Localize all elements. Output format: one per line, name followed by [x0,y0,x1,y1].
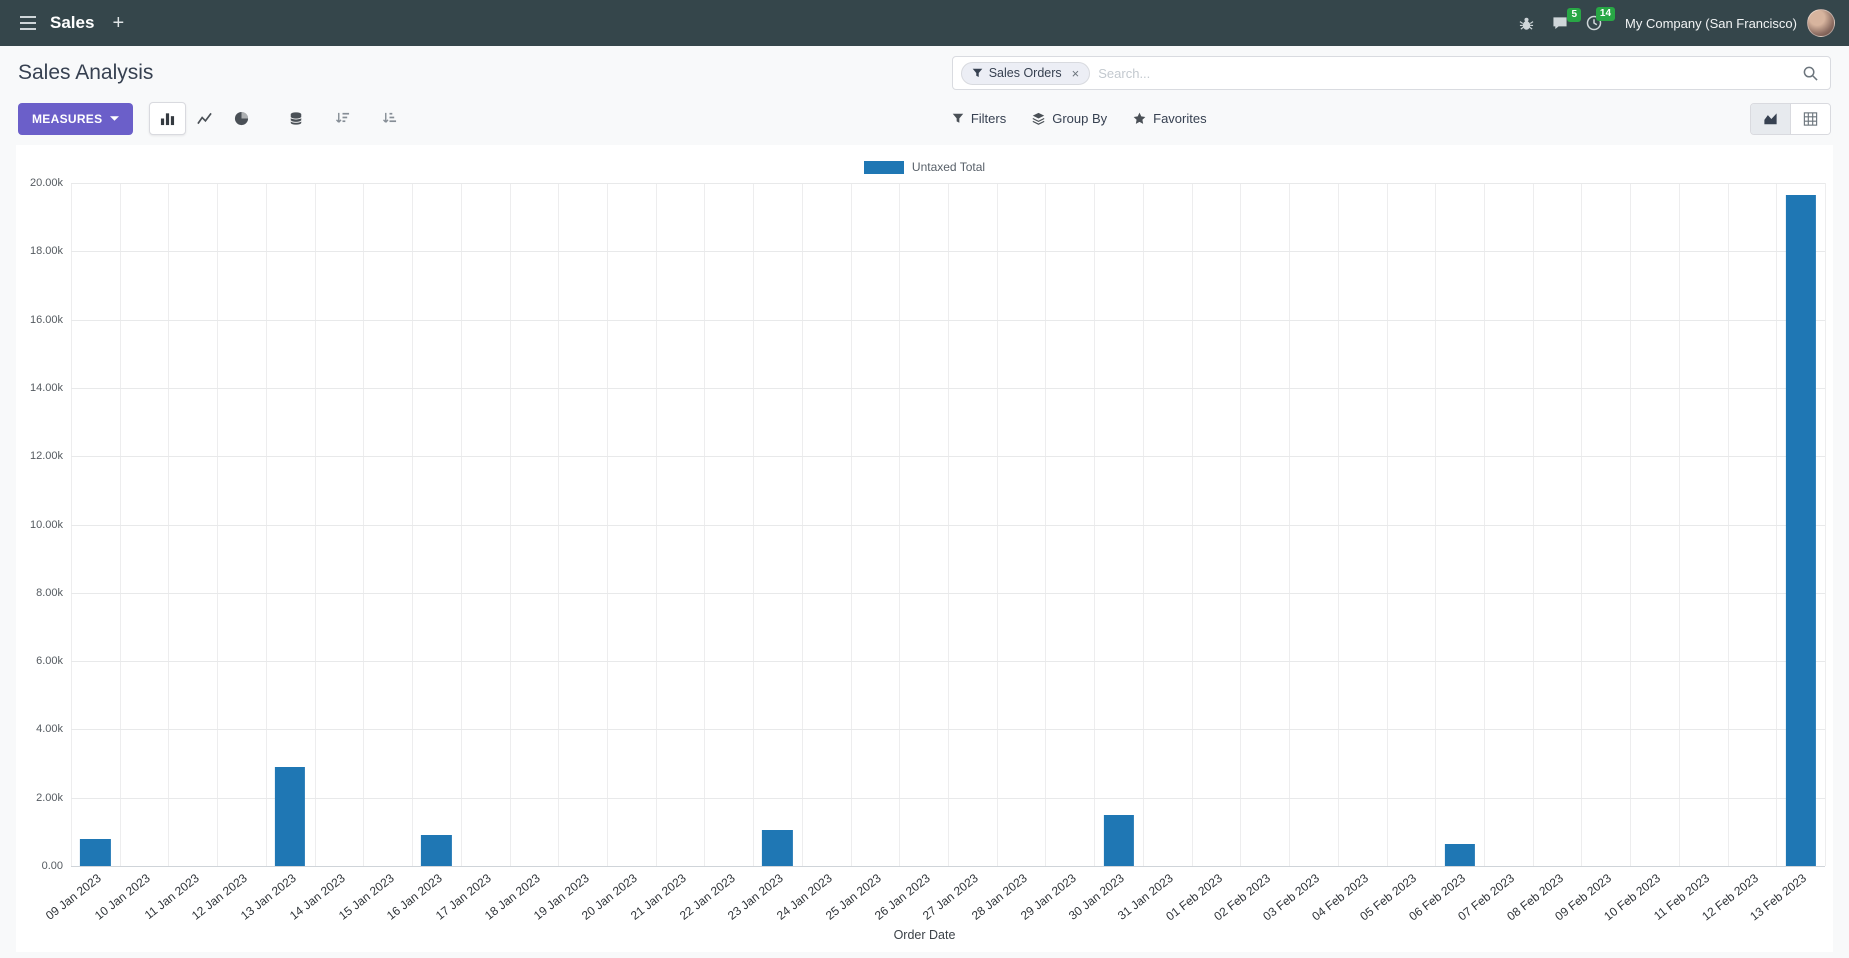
stacked-icon [290,112,303,125]
legend-swatch [863,160,904,174]
filters-funnel-icon [952,113,964,123]
y-tick-label: 14.00k [29,381,63,394]
measures-button[interactable]: MEASURES [18,102,134,135]
legend-label: Untaxed Total [911,160,986,174]
y-tick-label: 0.00 [41,860,63,872]
chart-tools [278,102,408,135]
control-panel: Sales Analysis Sales Orders × MEASURES [0,46,1849,143]
apps-menu-icon[interactable] [14,10,42,36]
search-facet[interactable]: Sales Orders × [960,61,1091,85]
pivot-view-button[interactable] [1789,103,1830,134]
user-avatar[interactable] [1807,9,1835,37]
view-switcher [1749,102,1831,135]
activities-badge: 14 [1595,7,1616,21]
plot-area [71,183,1826,867]
sort-asc-icon [383,112,397,123]
y-tick-label: 4.00k [36,723,63,736]
debug-bug-icon[interactable] [1510,10,1543,37]
facet-remove-icon[interactable]: × [1071,65,1080,81]
y-axis: 20.00k 18.00k 16.00k 14.00k 12.00k 10.00k 8.00… [16,177,71,872]
graph-view-icon [1764,112,1777,124]
pie-chart-icon [235,111,249,126]
y-tick-label: 2.00k [36,791,63,804]
y-tick-label: 10.00k [29,518,63,531]
bar-chart-button[interactable] [149,102,187,135]
y-tick-label: 8.00k [36,586,63,599]
bar-13-jan-2023[interactable] [275,766,306,866]
y-tick-label: 20.00k [29,177,63,189]
sort-desc-icon [336,112,350,123]
chart-card: Untaxed Total 20.00k 18.00k 16.00k 14.00k 12… [16,145,1833,952]
graph-view-button[interactable] [1750,103,1790,134]
search-bar[interactable]: Sales Orders × [951,56,1831,90]
search-facet-label: Sales Orders [988,66,1062,80]
messages-badge: 5 [1567,7,1582,22]
sort-descending-button[interactable] [324,102,361,135]
bar-13-feb-2023[interactable] [1785,194,1816,866]
company-selector[interactable]: My Company (San Francisco) [1625,15,1797,31]
y-tick-label: 12.00k [29,450,63,463]
group-by-button[interactable]: Group By [1032,111,1107,126]
filters-label: Filters [970,111,1007,126]
search-icon[interactable] [1799,64,1822,83]
messages-icon[interactable]: 5 [1543,7,1582,37]
y-tick-label: 6.00k [36,655,63,668]
filter-icon [972,68,983,77]
bar-06-feb-2023[interactable] [1444,843,1475,866]
pie-chart-button[interactable] [223,102,260,135]
app-name[interactable]: Sales [50,13,95,32]
line-chart-button[interactable] [186,102,223,135]
bar-09-jan-2023[interactable] [80,838,111,866]
y-tick-label: 18.00k [29,245,63,258]
top-navbar: Sales + 5 14 My Company (San Francisco) [0,0,1849,46]
sort-ascending-button[interactable] [371,102,408,135]
x-axis: 09 Jan 2023 10 Jan 2023 11 Jan 2023 12 Jan … [43,871,1810,924]
chart-legend[interactable]: Untaxed Total [16,145,1833,179]
chevron-down-icon [110,115,120,121]
measures-label: MEASURES [32,111,103,126]
chart-type-group [149,102,260,135]
search-options: Filters Group By Favorites [952,111,1207,126]
new-tab-button[interactable]: + [112,11,125,34]
favorites-button[interactable]: Favorites [1133,111,1207,126]
page-title: Sales Analysis [18,61,154,84]
x-axis-title: Order Date [893,928,956,942]
bar-16-jan-2023[interactable] [421,835,452,866]
search-input[interactable] [1090,61,1799,85]
plot-wrap: 20.00k 18.00k 16.00k 14.00k 12.00k 10.00k 8.00… [16,177,1833,872]
bar-23-jan-2023[interactable] [762,830,793,866]
pivot-view-icon [1803,111,1818,126]
y-tick-label: 16.00k [29,313,63,326]
bar-chart-icon [161,113,175,126]
activities-clock-icon[interactable]: 14 [1577,7,1616,37]
filters-button[interactable]: Filters [952,111,1006,126]
bar-30-jan-2023[interactable] [1103,814,1134,866]
favorites-star-icon [1133,112,1146,124]
stacked-toggle-button[interactable] [278,102,314,135]
line-chart-icon [197,112,213,125]
favorites-label: Favorites [1153,111,1207,126]
group-by-label: Group By [1052,111,1108,126]
group-by-layers-icon [1032,112,1045,125]
